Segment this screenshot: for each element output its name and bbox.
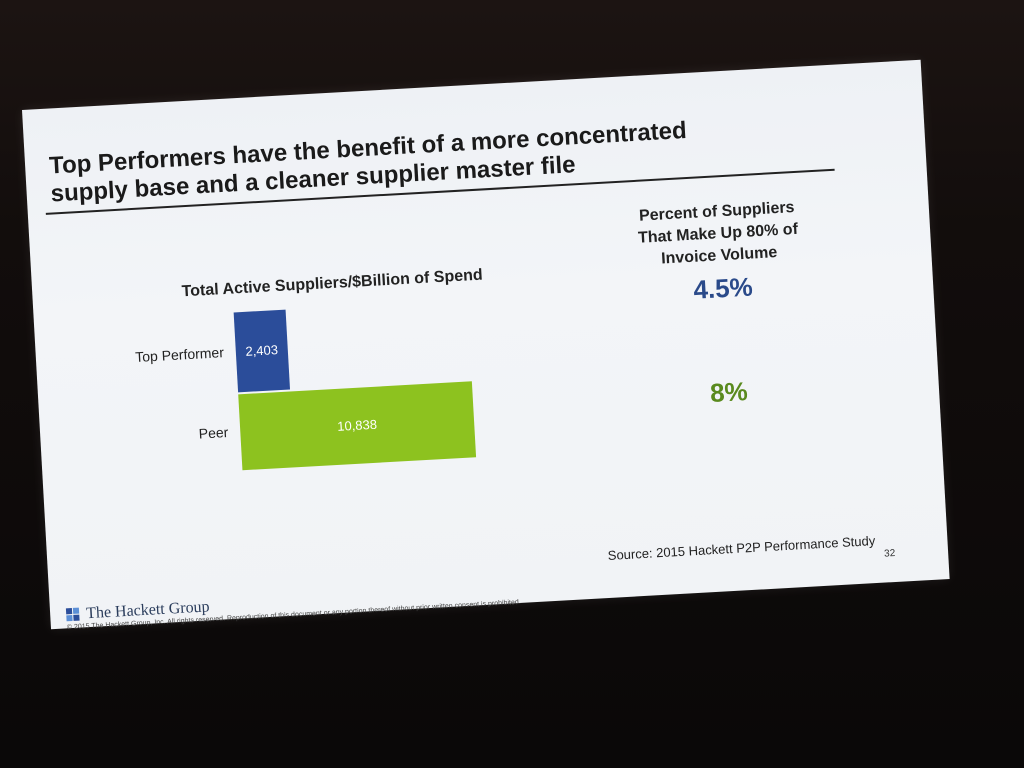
bar-chart [22,60,921,110]
peer-percent: 8% [709,375,749,409]
page-number: 32 [883,547,896,560]
category-label: Peer [198,423,229,442]
slide: Top Performers have the benefit of a mor… [22,59,950,631]
source-note: Source: 2015 Hackett P2P Performance Stu… [607,533,876,563]
chart-title: Total Active Suppliers/$Billion of Spend [181,266,484,301]
top-performer-percent: 4.5% [692,271,754,305]
logo-mark-icon [65,607,81,623]
right-panel-heading: Percent of Suppliers That Make Up 80% of… [616,196,819,273]
bar-value-label: 2,403 [245,342,279,359]
category-label: Top Performer [134,344,225,366]
slide-title: Top Performers have the benefit of a mor… [48,110,810,208]
